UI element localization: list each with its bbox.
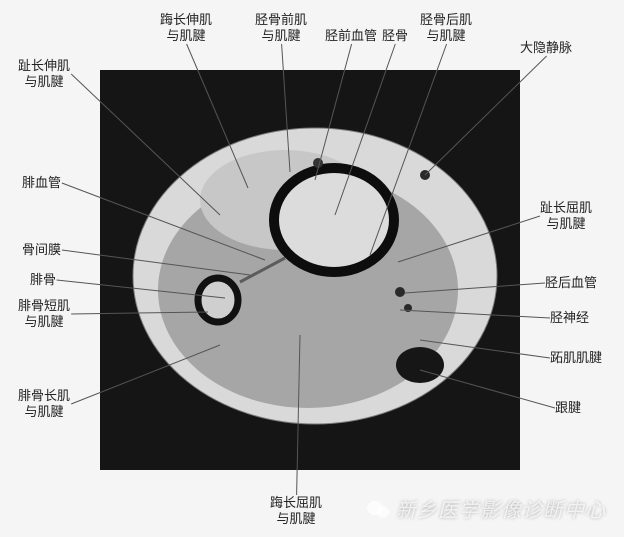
anatomy-label-ta: 胫骨前肌 与肌腱: [255, 12, 307, 43]
anatomy-label-ptv: 胫后血管: [545, 275, 597, 291]
anatomy-label-pb: 腓骨短肌 与肌腱: [18, 298, 70, 329]
watermark-text: 新乡医学影像诊断中心: [396, 494, 606, 523]
anatomy-label-tp: 胫骨后肌 与肌腱: [420, 12, 472, 43]
anatomy-label-edl: 趾长伸肌 与肌腱: [18, 58, 70, 89]
anatomy-label-gsv: 大隐静脉: [520, 40, 572, 56]
watermark: 新乡医学影像诊断中心: [366, 494, 606, 523]
anatomy-label-tn: 胫神经: [550, 310, 589, 326]
anatomy-label-pl: 腓骨长肌 与肌腱: [18, 388, 70, 419]
anatomy-label-fhl2: 踇长屈肌 与肌腱: [270, 495, 322, 526]
anatomy-label-plnt: 跖肌肌腱: [550, 350, 602, 366]
anatomy-label-ehl: 踇长伸肌 与肌腱: [160, 12, 212, 43]
mri-cross-section: [120, 115, 500, 425]
wechat-icon: [366, 499, 390, 519]
anatomy-label-fhl: 趾长屈肌 与肌腱: [540, 200, 592, 231]
anatomy-label-tib: 胫骨: [382, 28, 408, 44]
anatomy-label-ava: 胫前血管: [325, 28, 377, 44]
anatomy-label-pv: 腓血管: [22, 175, 61, 191]
anatomy-label-fib: 腓骨: [30, 272, 56, 288]
anatomy-label-ach: 跟腱: [555, 400, 581, 416]
anatomy-label-iom: 骨间膜: [22, 242, 61, 258]
